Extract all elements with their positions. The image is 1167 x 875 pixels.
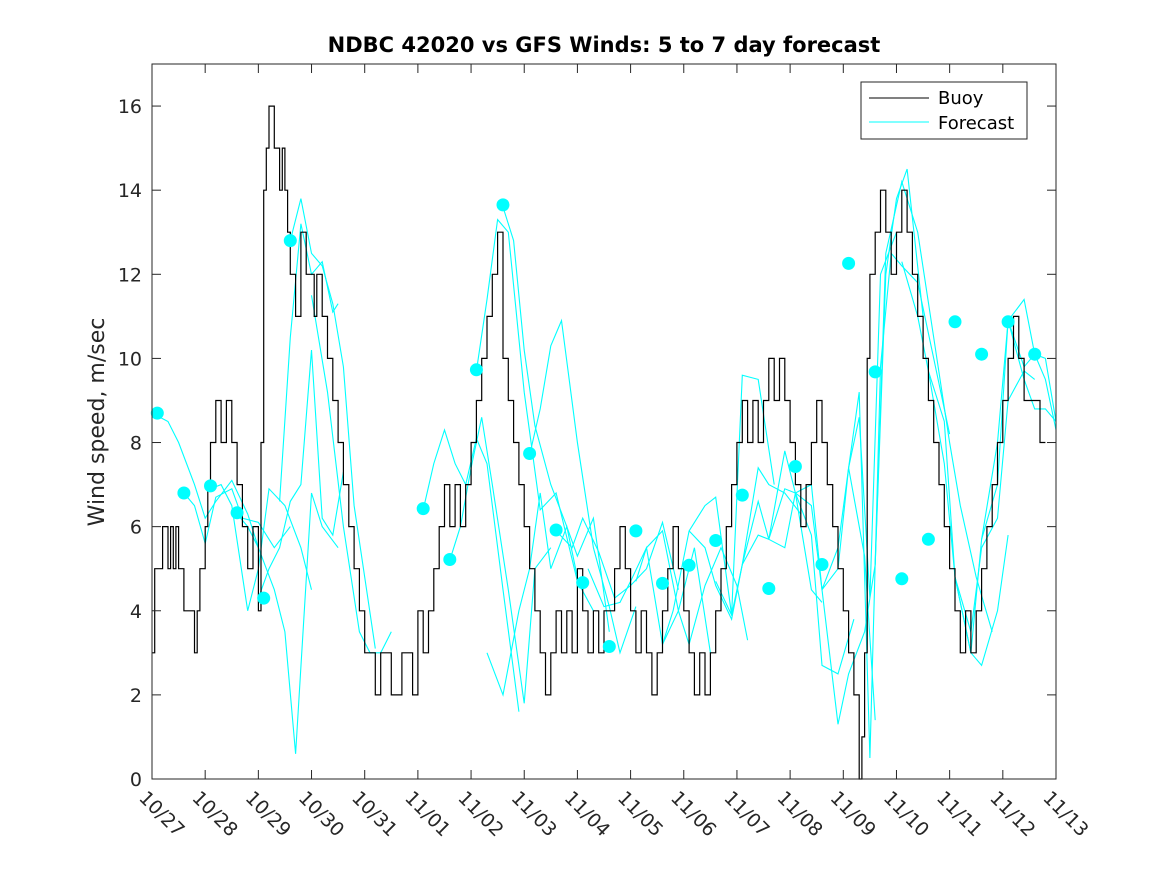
forecast-marker-28 xyxy=(975,347,989,361)
forecast-line-18 xyxy=(661,374,775,645)
forecast-line-10 xyxy=(449,417,552,704)
forecast-marker-22 xyxy=(815,558,829,571)
forecast-marker-18 xyxy=(709,534,723,547)
y-tick-label: 2 xyxy=(130,685,142,707)
forecast-line-31 xyxy=(1007,320,1057,422)
forecast-marker-16 xyxy=(656,576,669,590)
forecast-marker-27 xyxy=(948,315,962,329)
forecast-marker-11 xyxy=(523,447,537,460)
forecast-marker-10 xyxy=(496,198,510,212)
buoy-series-line xyxy=(152,105,1046,780)
legend-label-forecast: Forecast xyxy=(938,113,1014,134)
forecast-markers xyxy=(150,198,1042,653)
plot-background xyxy=(152,64,1056,779)
forecast-marker-4 xyxy=(230,506,244,520)
y-axis-label: Wind speed, m/sec xyxy=(85,318,110,527)
forecast-line-2 xyxy=(183,488,291,549)
legend-box xyxy=(860,81,1028,140)
forecast-marker-6 xyxy=(283,234,297,248)
y-tick-label: 16 xyxy=(118,96,142,118)
forecast-marker-25 xyxy=(895,572,909,586)
forecast-marker-19 xyxy=(735,488,749,502)
axes-frame xyxy=(151,63,1057,780)
forecast-line-28 xyxy=(927,370,1036,632)
plot-area xyxy=(152,64,1056,779)
forecast-marker-13 xyxy=(576,576,590,590)
forecast-line-11 xyxy=(475,218,594,612)
forecast-marker-15 xyxy=(629,524,643,538)
legend-label-buoy: Buoy xyxy=(938,88,984,109)
forecast-marker-20 xyxy=(762,582,776,595)
forecast-marker-17 xyxy=(682,558,696,572)
y-tick-label: 12 xyxy=(118,264,142,286)
y-tick-label: 0 xyxy=(130,769,142,791)
forecast-line-14 xyxy=(486,492,578,697)
forecast-marker-1 xyxy=(150,406,164,420)
forecast-marker-21 xyxy=(788,460,802,473)
forecast-marker-3 xyxy=(204,479,217,493)
forecast-marker-9 xyxy=(469,363,483,377)
forecast-line-4 xyxy=(236,492,339,754)
forecast-line-5 xyxy=(257,349,344,599)
y-axis-ticks: 0 2 4 6 8 10 12 14 16 xyxy=(118,96,1056,791)
axes xyxy=(151,63,1057,780)
forecast-marker-26 xyxy=(921,532,935,546)
forecast-lines xyxy=(151,168,1057,759)
forecast-marker-23 xyxy=(842,256,856,270)
forecast-line-13 xyxy=(529,318,637,655)
forecast-line-6 xyxy=(289,198,376,649)
forecast-marker-24 xyxy=(868,365,882,379)
forecast-line-12 xyxy=(502,206,610,632)
forecast-marker-8 xyxy=(443,553,457,566)
buoy-line xyxy=(152,105,1046,780)
y-tick-label: 8 xyxy=(130,433,142,455)
forecast-marker-12 xyxy=(549,523,563,537)
y-tick-label: 10 xyxy=(118,348,142,370)
forecast-marker-14 xyxy=(602,640,616,653)
y-tick-label: 14 xyxy=(118,180,142,202)
forecast-marker-2 xyxy=(177,486,191,500)
forecast-marker-30 xyxy=(1028,347,1042,361)
legend: Buoy Forecast xyxy=(860,81,1028,140)
forecast-marker-29 xyxy=(1001,315,1015,329)
y-tick-label: 4 xyxy=(130,601,142,623)
forecast-marker-5 xyxy=(257,591,271,605)
forecast-line-26 xyxy=(874,179,993,632)
chart-title: NDBC 42020 vs GFS Winds: 5 to 7 day fore… xyxy=(328,33,881,57)
forecast-marker-7 xyxy=(416,502,430,516)
y-tick-label: 6 xyxy=(130,517,142,539)
